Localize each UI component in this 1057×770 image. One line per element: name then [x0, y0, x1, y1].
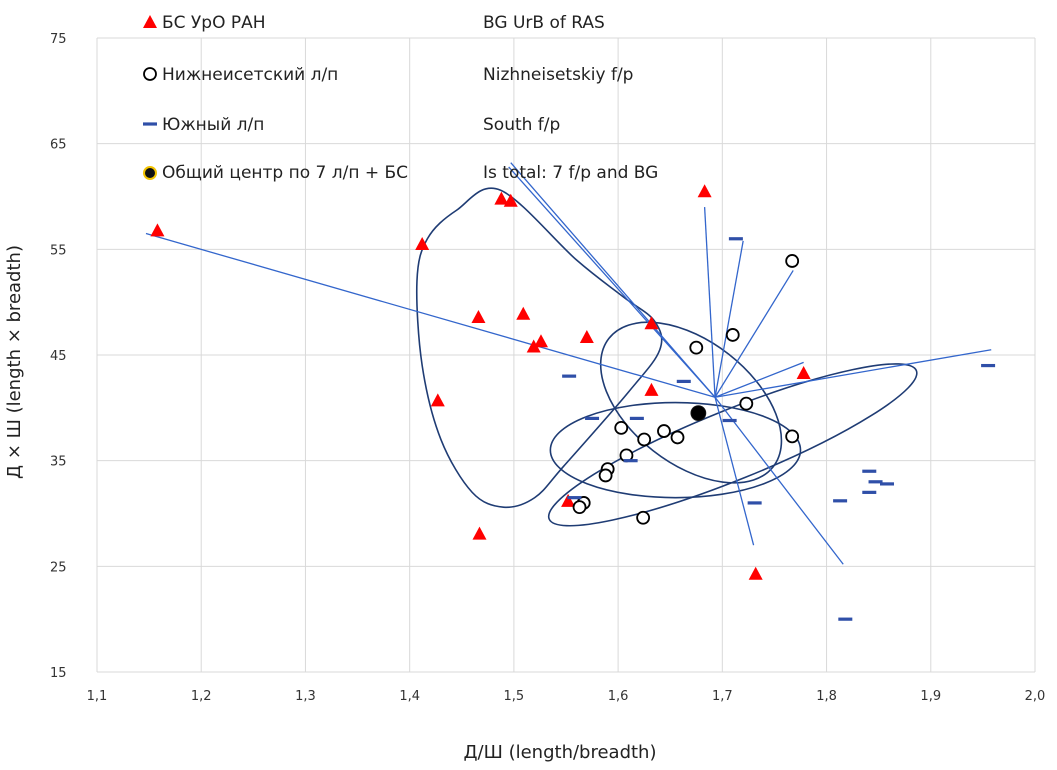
bs-urb-point — [533, 334, 548, 348]
x-tick-labels: 1,1 1,2 1,3 1,4 1,5 1,6 1,7 1,8 1,9 2,0 — [87, 689, 1046, 704]
group-ellipse — [549, 401, 802, 499]
common-center-point — [690, 405, 707, 422]
south-point — [567, 496, 582, 500]
center-ray — [508, 166, 716, 398]
legend-label-ru: Общий центр по 7 л/п + БС — [162, 163, 408, 183]
bs-urb-point — [796, 365, 811, 379]
south-point — [868, 480, 883, 484]
south-point — [747, 501, 762, 505]
south-point — [585, 416, 600, 420]
x-tick-label: 1,6 — [608, 689, 629, 704]
center-ray — [714, 349, 992, 398]
center-ray — [714, 240, 744, 398]
x-tick-label: 1,1 — [87, 689, 108, 704]
x-tick-label: 1,2 — [191, 689, 212, 704]
south-point — [623, 459, 638, 463]
nizhneisetskiy-point — [739, 396, 754, 411]
bs-urb-point — [526, 339, 541, 353]
nizhneisetskiy-point — [614, 421, 629, 435]
nizhneisetskiy-point — [725, 328, 740, 342]
y-tick-label: 45 — [50, 349, 67, 364]
x-tick-label: 2,0 — [1025, 689, 1046, 704]
y-tick-labels: 15 25 35 45 55 65 75 — [50, 32, 67, 681]
center-ray — [703, 207, 716, 398]
group-outlines — [415, 187, 918, 527]
x-tick-label: 1,3 — [295, 689, 316, 704]
bs-urb-point — [644, 382, 659, 396]
south-point — [722, 418, 737, 423]
x-tick-label: 1,9 — [920, 689, 941, 704]
y-tick-label: 65 — [50, 138, 67, 153]
y-tick-label: 75 — [50, 32, 67, 47]
x-tick-label: 1,4 — [399, 689, 420, 704]
center-ray — [510, 162, 716, 398]
y-tick-label: 25 — [50, 560, 67, 575]
bs-urb-point — [516, 306, 531, 320]
center-ray — [714, 270, 794, 398]
bs-urb-point — [503, 193, 518, 207]
south-point — [676, 379, 691, 384]
south-point — [880, 482, 895, 486]
south-point — [728, 237, 743, 241]
x-tick-label: 1,7 — [712, 689, 733, 704]
south-point — [862, 490, 877, 494]
legend-label-en: Is total: 7 f/p and BG — [483, 163, 658, 183]
bs-urb-point — [150, 223, 165, 237]
x-axis-title: Д/Ш (length/breadth) — [463, 742, 656, 763]
bs-urb-point — [472, 526, 487, 540]
data-points — [150, 184, 996, 621]
nizhneisetskiy-point — [598, 468, 613, 483]
group-ellipse — [599, 321, 783, 484]
x-tick-label: 1,5 — [504, 689, 525, 704]
bs-urb-point — [644, 316, 659, 330]
center-ray — [714, 397, 755, 546]
legend-marker-circle — [143, 67, 157, 81]
bs-urb-point — [415, 237, 430, 251]
y-axis-title: Д × Ш (length × breadth) — [4, 245, 25, 479]
bs-urb-point — [579, 330, 594, 344]
x-tick-label: 1,8 — [816, 689, 837, 704]
center-ray — [714, 361, 804, 398]
y-tick-label: 15 — [50, 666, 67, 681]
center-ray — [145, 232, 716, 398]
south-point — [862, 469, 877, 473]
south-point — [838, 617, 853, 621]
nizhneisetskiy-point — [785, 254, 800, 268]
center-ray — [714, 396, 844, 565]
legend: БС УрО РАН BG UrB of RAS Нижнеисетский л/п… — [143, 13, 658, 183]
nizhneisetskiy-point — [689, 340, 704, 355]
bs-urb-point — [561, 493, 576, 507]
nizhneisetskiy-point — [670, 430, 685, 445]
legend-label-ru: Южный л/п — [162, 115, 264, 135]
legend-label-en: BG UrB of RAS — [483, 13, 605, 33]
south-point — [562, 374, 577, 378]
south-point — [981, 363, 996, 368]
bs-urb-point — [494, 191, 509, 205]
y-tick-label: 35 — [50, 455, 67, 470]
group-ellipse — [547, 363, 918, 527]
bs-urb-point — [430, 393, 445, 407]
south-point — [833, 499, 848, 503]
legend-label-en: Nizhneisetskiy f/p — [483, 65, 633, 85]
bs-urb-point — [748, 566, 763, 580]
legend-marker-dash — [143, 122, 157, 126]
nizhneisetskiy-point — [657, 424, 671, 438]
nizhneisetskiy-point — [636, 510, 651, 525]
group-outline-bs — [415, 187, 663, 509]
legend-marker-triangle — [143, 15, 157, 28]
legend-label-ru: Нижнеисетский л/п — [162, 65, 338, 85]
y-tick-label: 55 — [50, 243, 67, 258]
south-point — [629, 416, 644, 420]
legend-marker-center — [143, 166, 157, 180]
nizhneisetskiy-point — [572, 500, 587, 515]
bs-urb-point — [697, 184, 712, 198]
bs-urb-point — [471, 309, 486, 323]
nizhneisetskiy-point — [637, 432, 652, 447]
nizhneisetskiy-point — [785, 429, 800, 444]
legend-label-ru: БС УрО РАН — [162, 13, 266, 33]
center-rays — [145, 162, 992, 565]
legend-label-en: South f/p — [483, 115, 560, 135]
